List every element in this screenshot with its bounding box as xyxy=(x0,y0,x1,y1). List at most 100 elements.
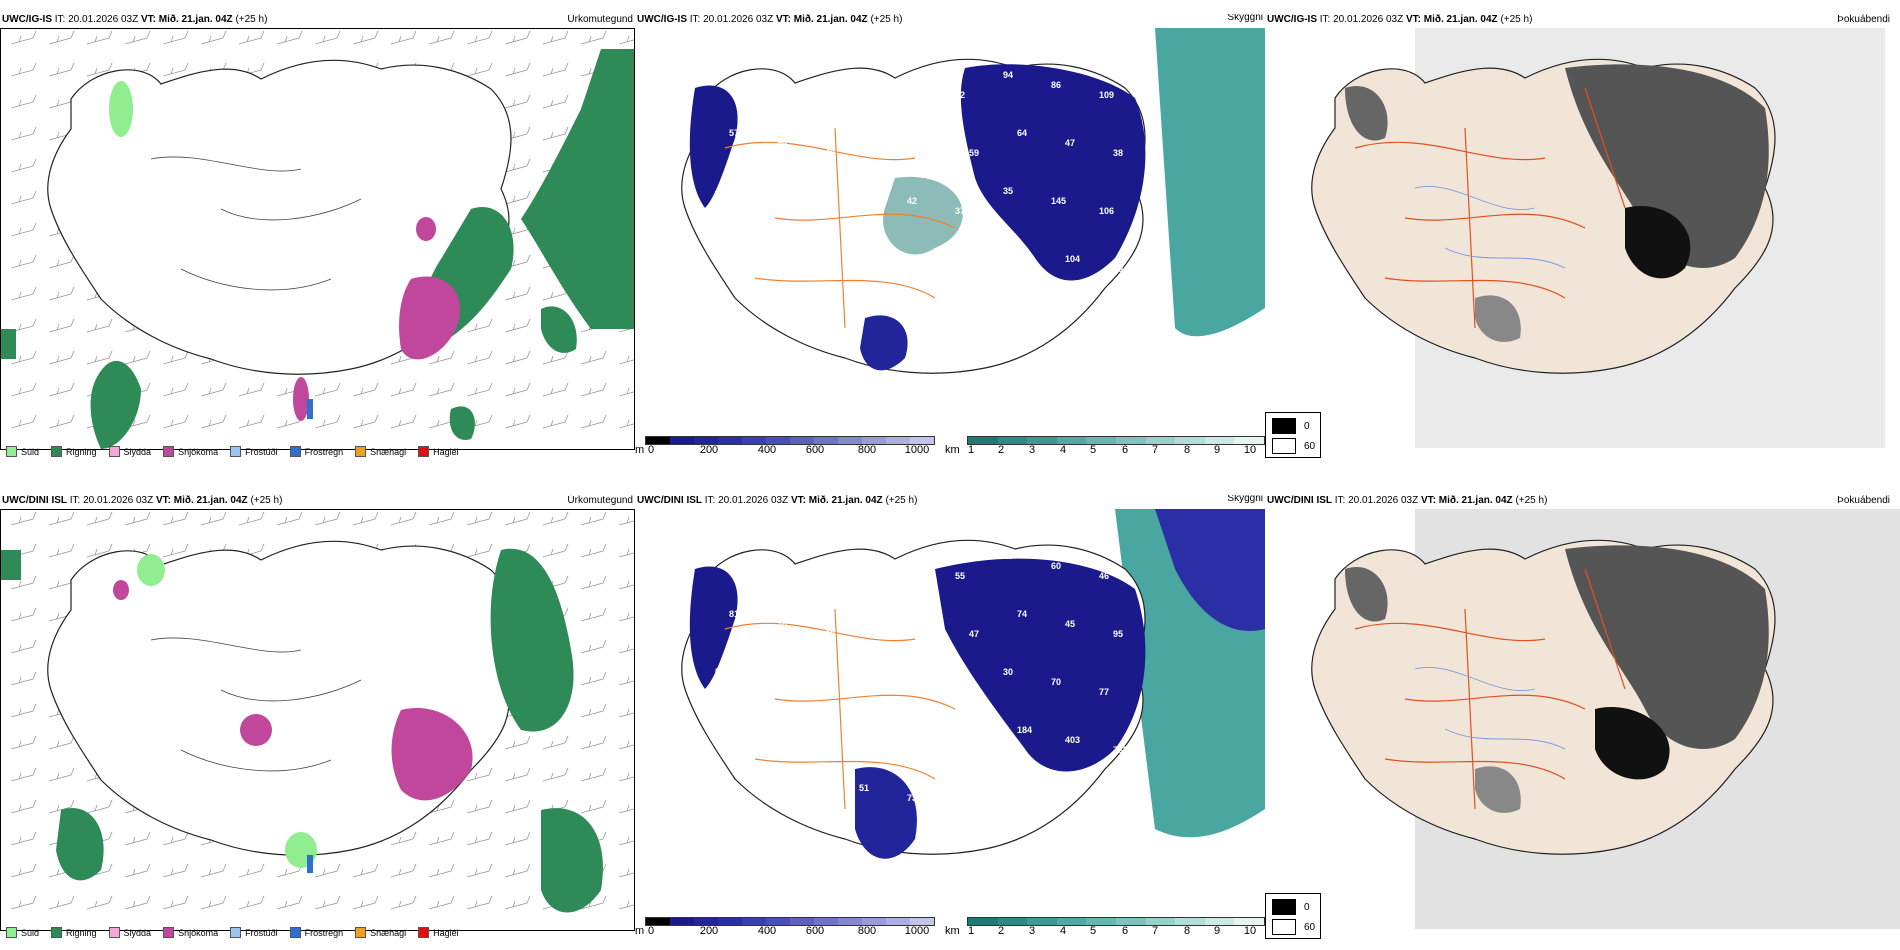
model-name: UWC/DINI ISL xyxy=(637,495,702,506)
legend-swatch xyxy=(108,446,120,457)
wind-barb-icon xyxy=(276,895,303,910)
wind-barb-icon xyxy=(86,62,113,77)
fog-legend-value: 0 xyxy=(1304,901,1310,913)
legend-swatch xyxy=(418,927,430,938)
legend-swatch xyxy=(289,446,301,457)
wind-barb-icon xyxy=(352,414,379,429)
wind-barb-icon xyxy=(466,767,493,782)
legend-label: Frostúði xyxy=(245,927,278,938)
wind-barb-icon xyxy=(124,511,151,526)
wind-barb-icon xyxy=(618,580,634,590)
wind-barb-icon xyxy=(10,575,37,590)
visibility-tick: 8 xyxy=(1183,925,1191,937)
wind-barb-icon xyxy=(162,831,189,846)
colorbar-cell xyxy=(997,437,1028,444)
ceiling-label: 54 xyxy=(777,138,787,148)
ceiling-label: 87 xyxy=(811,206,821,216)
wind-barb-icon xyxy=(86,350,113,365)
ceiling-label: 74 xyxy=(1017,609,1027,619)
wind-barb-icon xyxy=(86,511,113,526)
vt-label: VT: xyxy=(155,495,171,506)
precip-map[interactable] xyxy=(0,509,635,931)
wind-barb-icon xyxy=(48,94,75,109)
wind-barb-icon xyxy=(238,511,265,526)
ceiling-label: 86 xyxy=(1051,80,1061,90)
wind-barb-icon xyxy=(48,286,75,301)
precip-map[interactable] xyxy=(0,28,635,450)
fog-map[interactable] xyxy=(1265,509,1900,929)
ceiling-label: 59 xyxy=(715,667,725,677)
ceiling-label: 38 xyxy=(907,677,917,687)
fog-map[interactable] xyxy=(1265,28,1900,448)
wind-barb-icon xyxy=(390,414,417,429)
wind-barb-icon xyxy=(10,30,37,45)
param-name: Úrkomutegund xyxy=(567,495,633,506)
wind-barb-icon xyxy=(390,863,417,878)
ceiling-label: 114 xyxy=(811,803,826,813)
ceiling-label: 68 xyxy=(907,80,917,90)
wind-barb-icon xyxy=(504,286,531,301)
it-value: 20.01.2026 03Z xyxy=(703,14,774,25)
wind-barb-icon xyxy=(352,511,379,526)
colorbar-cell xyxy=(742,437,766,444)
legend-swatch xyxy=(6,927,17,938)
wind-barb-icon xyxy=(352,382,379,397)
ceiling-label: 42 xyxy=(859,551,869,561)
wind-barb-icon xyxy=(124,831,151,846)
wind-barb-icon xyxy=(390,895,417,910)
wind-barb-icon xyxy=(48,895,75,910)
legend-item: Rigning xyxy=(51,446,97,457)
legend-label: Snæhagl xyxy=(370,446,407,457)
colorbar-cell xyxy=(862,918,886,925)
precip-legend: Súld Rigning Slydda Snjókoma Frostúði Fr… xyxy=(6,927,471,938)
wind-barb-icon xyxy=(276,30,303,45)
fog-legend-value: 60 xyxy=(1304,440,1316,452)
visibility-colorbar: km 1 2 3 4 5 6 7 8 9 10 xyxy=(945,917,1265,941)
cloud-map[interactable]: 44 50 53 51 68 62 94 86 109 57 54 48 85 75 59 64 47 38 44 6… xyxy=(635,28,1265,433)
wind-barb-icon xyxy=(10,671,37,686)
wind-barb-icon xyxy=(504,190,531,205)
colorbar-cell xyxy=(886,437,910,444)
colorbar-cell xyxy=(1027,918,1057,925)
wind-barb-icon xyxy=(618,900,634,910)
wind-barb-icon xyxy=(124,863,151,878)
wind-barb-icon xyxy=(466,511,493,526)
precip-legend: Súld Rigning Slydda Snjókoma Frostúði Fr… xyxy=(6,446,471,457)
legend-item: Snæhagl xyxy=(355,927,406,938)
ceiling-label: 145 xyxy=(1051,196,1066,206)
ceiling-label-group: 44 50 53 51 68 62 94 86 109 57 54 48 85 75 59 64 47 38 44 6… xyxy=(715,70,1123,332)
ceiling-tick: 600 xyxy=(805,925,825,937)
legend-swatch xyxy=(355,446,367,457)
visibility-tick: 5 xyxy=(1089,444,1097,456)
wind-barb-icon xyxy=(504,30,531,45)
visibility-tick: 9 xyxy=(1213,925,1221,937)
wind-barb-icon xyxy=(10,639,37,654)
ceiling-label: 68 xyxy=(1017,244,1027,254)
model-name: UWC/DINI ISL xyxy=(1267,495,1332,506)
wind-barb-icon xyxy=(466,799,493,814)
wind-barb-icon xyxy=(10,799,37,814)
ceiling-label: 78 xyxy=(729,725,739,735)
vt-label: VT: xyxy=(775,14,791,25)
colorbar-cell xyxy=(968,437,998,444)
it-value: 20.01.2026 03Z xyxy=(68,14,139,25)
ceiling-label: 70 xyxy=(777,619,787,629)
wind-barb-icon xyxy=(580,671,607,686)
colorbar-cell xyxy=(1204,918,1235,925)
vt-label: VT: xyxy=(140,14,156,25)
ceiling-unit: m xyxy=(635,925,645,937)
wind-barb-icon xyxy=(10,511,37,526)
wind-barb-icon xyxy=(238,414,265,429)
wind-barb-icon xyxy=(504,511,531,526)
wind-barb-icon xyxy=(580,382,607,397)
visibility-tick: 2 xyxy=(997,444,1005,456)
wind-barb-icon xyxy=(200,30,227,45)
ceiling-label: 41 xyxy=(811,687,821,697)
wind-barb-icon xyxy=(542,382,569,397)
cloud-map[interactable]: 61 37 45 42 66 55 45 60 46 81 70 38 42 74 47 74 45 95 59 52… xyxy=(635,509,1265,914)
fog-legend-row: 60 xyxy=(1272,919,1315,935)
ceiling-label: 49 xyxy=(859,186,869,196)
wind-barb-icon xyxy=(504,62,531,77)
visibility-tick: 3 xyxy=(1028,925,1036,937)
colorbar-cell xyxy=(910,918,934,925)
